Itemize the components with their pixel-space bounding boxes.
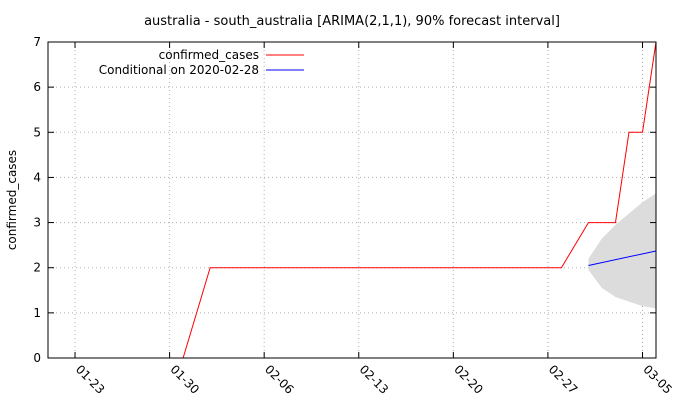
series-layer (182, 41, 657, 359)
series-line-conditional-forecast (588, 250, 657, 266)
y-tick-label: 6 (33, 80, 41, 94)
x-tick-label: 02-27 (546, 362, 581, 397)
y-tick-label: 3 (33, 216, 41, 230)
ticks: 0 1 2 3 4 5 6 7 01-23 01-30 02-06 02-13 02-20 02-27 03… (33, 35, 675, 397)
y-tick-label: 0 (33, 351, 41, 365)
grid (48, 42, 656, 358)
legend-label: confirmed_cases (159, 48, 259, 62)
y-tick-label: 5 (33, 125, 41, 139)
legend-label: Conditional on 2020-02-28 (99, 63, 259, 77)
y-axis-label: confirmed_cases (5, 150, 19, 250)
forecast-interval-band (588, 193, 656, 309)
x-tick-label: 03-05 (640, 362, 675, 397)
x-tick-label: 02-13 (357, 362, 392, 397)
x-tick-label: 01-23 (73, 362, 108, 397)
plot-border (47, 41, 657, 359)
y-tick-label: 1 (33, 306, 41, 320)
y-tick-label: 4 (33, 170, 41, 184)
x-tick-label: 02-06 (262, 362, 297, 397)
series-line-confirmed-cases (182, 41, 657, 359)
y-tick-label: 7 (33, 35, 41, 49)
forecast-interval-layer (588, 193, 656, 309)
chart-title: australia - south_australia [ARIMA(2,1,1… (144, 14, 560, 29)
x-tick-label: 02-20 (451, 362, 486, 397)
x-tick-label: 01-30 (167, 362, 202, 397)
y-tick-label: 2 (33, 261, 41, 275)
